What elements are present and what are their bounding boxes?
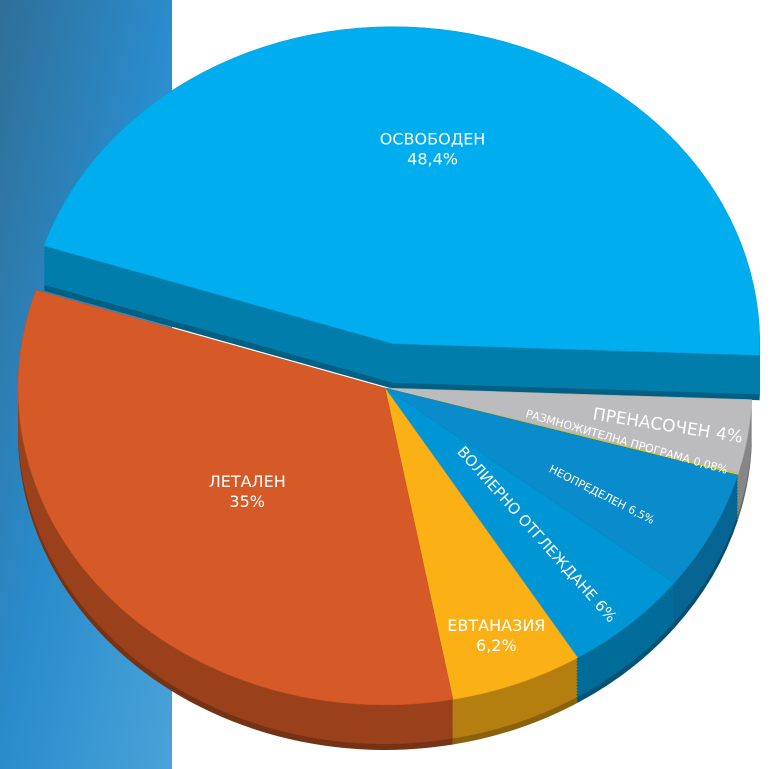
value-label: 6,2% bbox=[476, 636, 517, 655]
slice-label: ЕВТАНАЗИЯ bbox=[447, 616, 545, 635]
value-label: 4% bbox=[714, 424, 744, 448]
slice-label: ОСВОБОДЕН bbox=[380, 130, 486, 149]
slice-label: ЛЕТАЛЕН bbox=[209, 472, 286, 491]
slice bbox=[384, 387, 675, 659]
slice bbox=[17, 289, 454, 706]
slice bbox=[384, 387, 579, 700]
slice bbox=[384, 387, 739, 584]
value-label: 48,4% bbox=[407, 150, 458, 169]
value-label: 35% bbox=[229, 492, 265, 511]
slice bbox=[43, 26, 761, 356]
